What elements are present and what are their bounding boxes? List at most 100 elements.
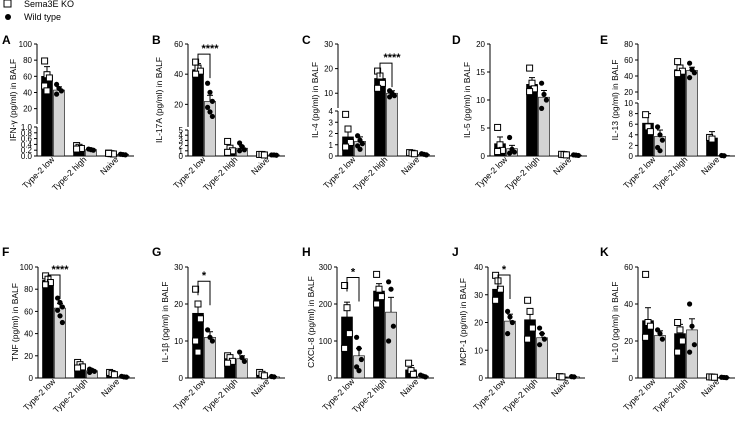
point-G-1-0-3 bbox=[224, 359, 232, 367]
point-J-1-0-1 bbox=[526, 307, 534, 315]
y-tick-label-E-1-0: 20 bbox=[624, 88, 633, 97]
y-tick-label-D-0-3: 15 bbox=[476, 68, 485, 77]
y-tick-label-A-0-3: 0.6 bbox=[21, 135, 33, 144]
point-F-0-0-3 bbox=[42, 281, 50, 289]
point-B-0-1-4 bbox=[207, 109, 213, 115]
point-F-0-1-5 bbox=[59, 319, 65, 326]
point-C-1-0-2 bbox=[378, 79, 386, 87]
point-D-0-1-2 bbox=[511, 149, 517, 155]
point-C-2-0-2 bbox=[410, 150, 418, 158]
point-E-0-1-4 bbox=[657, 148, 663, 154]
point-J-2-1-1 bbox=[571, 374, 577, 380]
point-C-2-1-2 bbox=[423, 152, 429, 158]
y-tick-label-E-0-2: 4 bbox=[629, 131, 634, 140]
point-H-2-1-2 bbox=[422, 374, 428, 380]
y-tick-label-A-0-2: 0.4 bbox=[21, 140, 33, 149]
point-H-1-0-1 bbox=[375, 285, 383, 293]
point-B-0-1-2 bbox=[209, 98, 215, 104]
y-tick-label-E-0-5: 10 bbox=[624, 99, 633, 108]
point-D-1-1-1 bbox=[541, 91, 547, 97]
y-tick-label-G-0-3: 30 bbox=[174, 263, 183, 272]
point-F-0-1-4 bbox=[57, 313, 63, 319]
point-H-1-1-0 bbox=[386, 279, 392, 285]
y-axis-label-G: IL-1β (pg/ml) in BALF bbox=[160, 282, 170, 363]
bar-F-0-0 bbox=[42, 280, 54, 379]
point-B-0-1-3 bbox=[205, 104, 211, 110]
point-H-0-0-0 bbox=[341, 282, 349, 289]
point-H-2-0-2 bbox=[409, 370, 417, 378]
point-J-0-1-0 bbox=[505, 308, 511, 314]
point-E-1-0-3 bbox=[674, 70, 682, 78]
bar-F-0-1 bbox=[54, 307, 66, 379]
y-tick-label-H-0-0: 0 bbox=[328, 374, 333, 383]
point-H-0-0-3 bbox=[341, 344, 349, 352]
point-G-1-1-2 bbox=[241, 358, 247, 364]
significance-bracket-J-0 bbox=[497, 274, 511, 299]
point-D-1-1-2 bbox=[543, 97, 550, 103]
panel-letter-K: K bbox=[600, 245, 609, 259]
y-tick-label-B-0-2: 2 bbox=[179, 142, 184, 151]
y-tick-label-G-0-2: 20 bbox=[174, 300, 183, 309]
point-E-2-0-1 bbox=[708, 135, 716, 143]
bar-G-0-1 bbox=[204, 336, 216, 379]
point-G-0-1-2 bbox=[209, 338, 215, 344]
significance-label-H-0: * bbox=[351, 267, 356, 279]
point-H-0-1-0 bbox=[354, 334, 360, 340]
point-C-0-1-0 bbox=[355, 133, 361, 139]
x-tick-label-B-2: Naive bbox=[249, 154, 272, 177]
y-tick-label-F-0-3: 60 bbox=[24, 307, 33, 316]
point-K-1-1-0 bbox=[687, 301, 693, 307]
point-E-0-1-2 bbox=[659, 137, 666, 143]
y-tick-label-E-1-2: 60 bbox=[624, 56, 633, 65]
x-tick-label-B-1: Type-2 high bbox=[201, 154, 240, 193]
point-E-1-1-3 bbox=[687, 75, 693, 81]
point-E-0-0-2 bbox=[646, 128, 654, 136]
y-tick-label-A-0-1: 0.2 bbox=[21, 146, 33, 155]
panel-letter-B: B bbox=[152, 33, 161, 47]
bar-D-1-1 bbox=[538, 96, 550, 157]
y-tick-label-J-0-3: 30 bbox=[474, 291, 483, 300]
point-G-0-1-1 bbox=[207, 334, 213, 340]
point-A-0-0-4 bbox=[43, 87, 51, 95]
x-tick-label-H-1: Type-2 high bbox=[350, 376, 389, 415]
y-axis-label-E: IL-13 (pg/ml) in BALF bbox=[610, 60, 620, 141]
point-G-1-1-0 bbox=[237, 349, 243, 355]
panel-E: E IL-13 (pg/ml) in BALF 0 24 68 10 20 40 60 80 T… bbox=[600, 33, 735, 193]
y-tick-label-C-1-1: 20 bbox=[324, 65, 333, 74]
point-J-1-1-2 bbox=[541, 336, 548, 342]
panel-letter-D: D bbox=[452, 33, 461, 47]
bar-K-0-1 bbox=[654, 335, 666, 379]
panel-F: F TNF (pg/ml) in BALF 0 20 40 60 80 100 Type-2… bbox=[2, 245, 135, 415]
point-K-0-1-0 bbox=[655, 327, 661, 333]
point-J-1-0-0 bbox=[524, 296, 532, 304]
point-D-2-1-2 bbox=[575, 152, 582, 159]
point-C-0-0-0 bbox=[342, 110, 350, 118]
y-tick-label-K-0-0: 0 bbox=[629, 374, 634, 383]
bar-H-1-1 bbox=[385, 311, 397, 379]
panel-letter-A: A bbox=[2, 33, 11, 47]
point-D-1-0-3 bbox=[526, 88, 534, 96]
panel-letter-H: H bbox=[302, 245, 311, 259]
y-tick-label-D-0-4: 20 bbox=[476, 40, 485, 49]
point-A-0-1-3 bbox=[54, 91, 60, 97]
point-K-0-0-0 bbox=[642, 270, 650, 278]
y-axis-label-K: IL-10 (pg/ml) in BALF bbox=[610, 282, 620, 363]
point-H-0-0-2 bbox=[345, 330, 353, 338]
y-tick-label-C-0-0: 0 bbox=[329, 152, 334, 161]
point-K-0-0-2 bbox=[646, 322, 654, 330]
y-axis-label-J: MCP-1 (pg/ml) in BALF bbox=[458, 278, 468, 366]
point-F-2-1-2 bbox=[123, 374, 129, 380]
point-G-0-0-2 bbox=[196, 315, 204, 323]
y-tick-label-G-0-1: 10 bbox=[174, 337, 183, 346]
x-tick-label-J-2: Naive bbox=[549, 376, 572, 399]
point-H-0-1-3 bbox=[354, 364, 360, 370]
